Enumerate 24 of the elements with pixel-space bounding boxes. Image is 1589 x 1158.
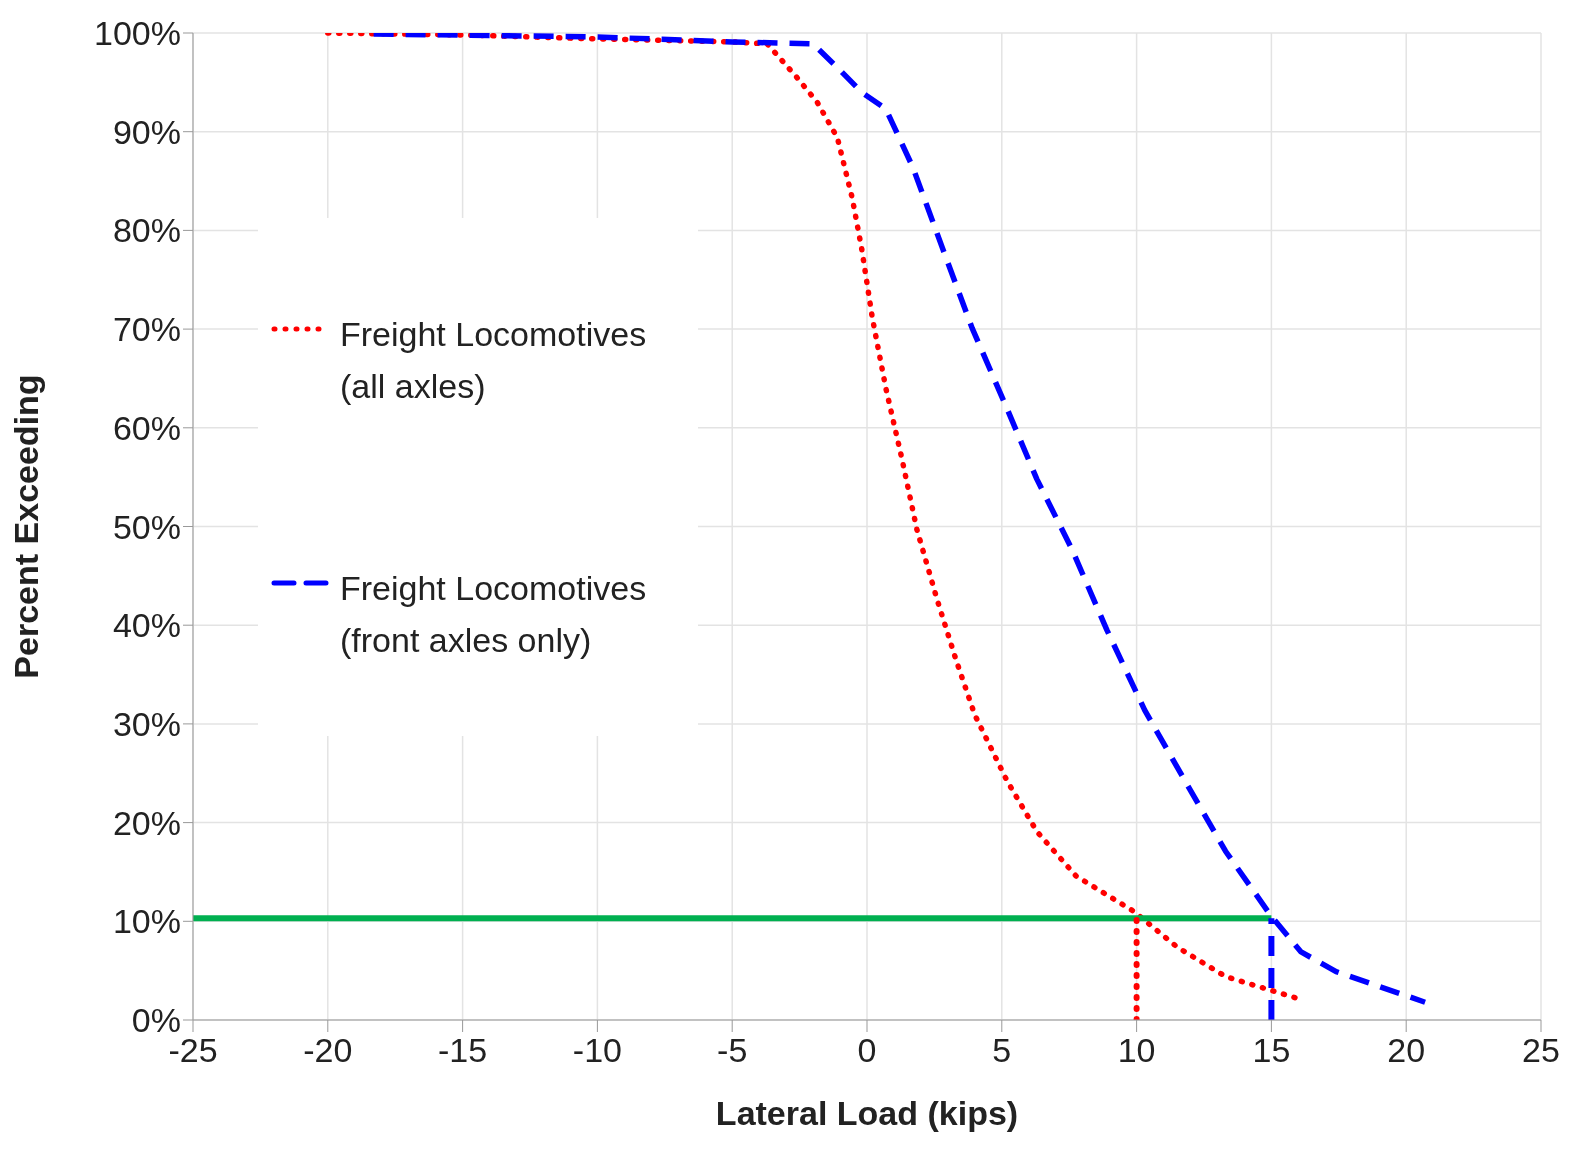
- legend-label: Freight Locomotives (front axles only): [340, 568, 648, 661]
- y-tick-label: 60%: [112, 408, 181, 447]
- y-tick-label: 20%: [112, 803, 181, 842]
- x-tick-label: -10: [572, 1031, 622, 1070]
- y-tick-label: 30%: [112, 704, 181, 743]
- y-tick-label: 50%: [112, 507, 181, 546]
- x-tick-label: 10: [1117, 1031, 1156, 1070]
- y-tick-label: 100%: [94, 14, 181, 53]
- legend-label: Freight Locomotives (all axles): [340, 314, 648, 407]
- x-tick-label: 0: [857, 1031, 877, 1070]
- x-tick-label: 25: [1522, 1031, 1560, 1070]
- y-tick-label: 10%: [112, 902, 181, 941]
- y-tick-label: 90%: [112, 112, 181, 151]
- x-tick-label: -20: [303, 1031, 353, 1070]
- y-axis-title: Percent Exceeding: [7, 374, 46, 679]
- y-tick-label: 70%: [112, 310, 181, 349]
- x-tick-label: 5: [992, 1031, 1012, 1070]
- x-tick-label: 20: [1387, 1031, 1426, 1070]
- x-tick-label: -15: [438, 1031, 488, 1070]
- x-tick-label: -5: [717, 1031, 748, 1070]
- y-tick-label: 80%: [112, 211, 181, 250]
- y-tick-label: 40%: [112, 606, 181, 645]
- x-axis-title: Lateral Load (kips): [715, 1094, 1019, 1132]
- x-tick-label: 15: [1252, 1031, 1291, 1070]
